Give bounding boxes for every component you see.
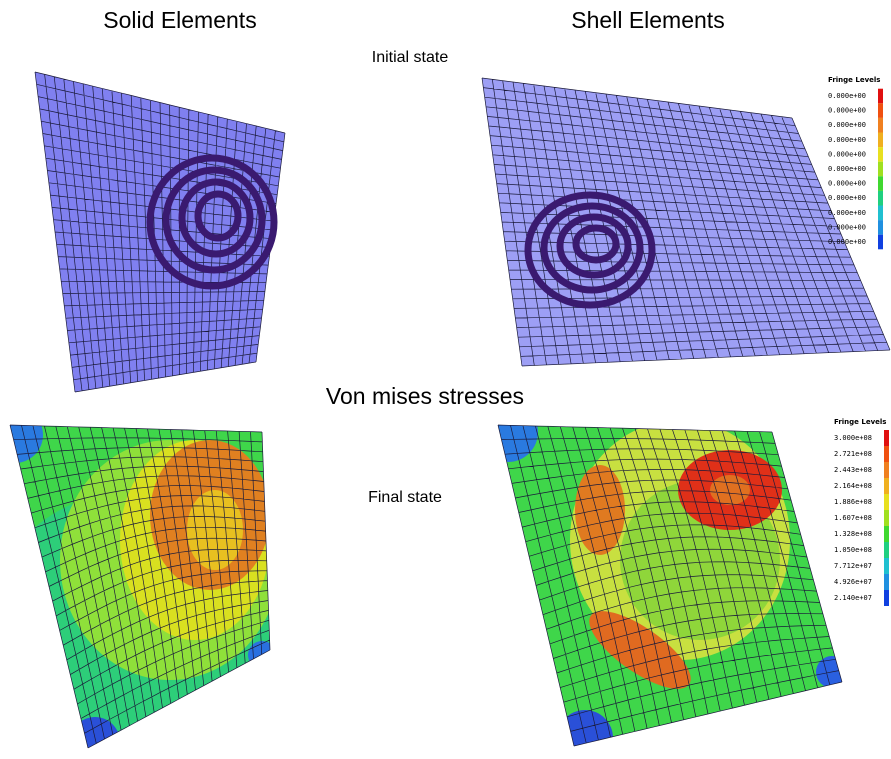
heading: Solid Elements: [103, 7, 256, 33]
legend-swatch: [884, 510, 889, 526]
label: Initial state: [372, 49, 449, 66]
legend-label: 0.000e+00: [828, 194, 866, 202]
legend-label: 0.000e+00: [828, 223, 866, 231]
legend-swatch: [878, 191, 883, 206]
legend-swatch: [878, 147, 883, 162]
legend-swatch: [878, 118, 883, 133]
legend-label: 0.000e+00: [828, 180, 866, 188]
solid-final: [0, 407, 290, 759]
legend-swatch: [878, 89, 883, 104]
legend-label: 0.000e+00: [828, 238, 866, 246]
legend-title: Fringe Levels: [828, 76, 880, 84]
legend-label: 0.000e+00: [828, 92, 866, 100]
legend-swatch: [878, 206, 883, 221]
legend-swatch: [884, 526, 889, 542]
legend-swatch: [878, 176, 883, 191]
legend-swatch: [884, 446, 889, 462]
legend-label: 1.886e+08: [834, 498, 872, 506]
figure: Solid Elements Shell Elements Initial st…: [0, 0, 891, 759]
legend-label: 1.607e+08: [834, 514, 872, 522]
legend-swatch: [878, 235, 883, 250]
legend-swatch: [878, 220, 883, 235]
legend-label: 1.328e+08: [834, 530, 872, 538]
legend-label: 3.000e+08: [834, 434, 872, 442]
legend-label: 2.721e+08: [834, 450, 872, 458]
legend-label: 0.000e+00: [828, 165, 866, 173]
legend-label: 7.712e+07: [834, 562, 872, 570]
legend-swatch: [884, 494, 889, 510]
legend-label: 2.443e+08: [834, 466, 872, 474]
legend-swatch: [884, 590, 889, 606]
legend-label: 0.000e+00: [828, 121, 866, 129]
heading: Von mises stresses: [326, 383, 524, 409]
legend-swatch: [884, 558, 889, 574]
legend-label: 4.926e+07: [834, 578, 872, 586]
legend-label: 0.000e+00: [828, 136, 866, 144]
legend-swatch: [878, 133, 883, 148]
label: Final state: [368, 489, 442, 506]
legend-swatch: [884, 574, 889, 590]
heading: Shell Elements: [571, 7, 724, 33]
legend-swatch: [878, 103, 883, 118]
legend-label: 2.140e+07: [834, 594, 872, 602]
legend-title: Fringe Levels: [834, 418, 886, 426]
legend-label: 1.050e+08: [834, 546, 872, 554]
legend-swatch: [884, 430, 889, 446]
legend-swatch: [884, 478, 889, 494]
legend-label: 0.000e+00: [828, 107, 866, 115]
legend-label: 0.000e+00: [828, 209, 866, 217]
legend-label: 0.000e+00: [828, 150, 866, 158]
legend-label: 2.164e+08: [834, 482, 872, 490]
legend-swatch: [878, 162, 883, 177]
legend-swatch: [884, 462, 889, 478]
legend-swatch: [884, 542, 889, 558]
